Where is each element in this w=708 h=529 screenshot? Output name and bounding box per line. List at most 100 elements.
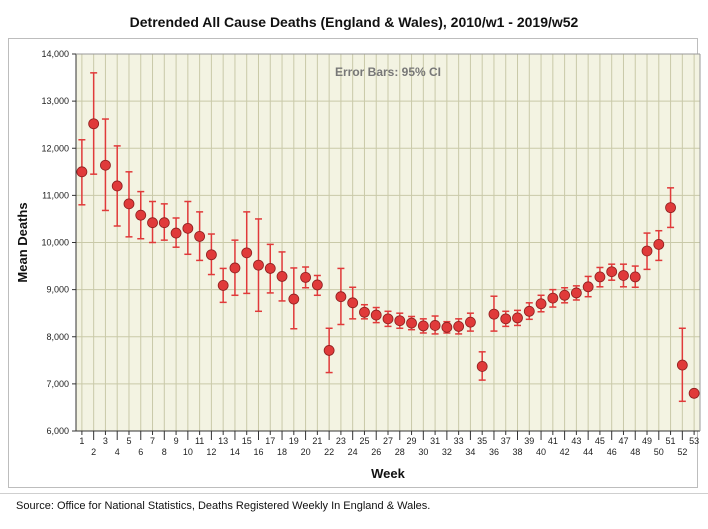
x-axis-ticks: 1234567891011121314151617181920212223242… xyxy=(79,431,699,457)
data-point xyxy=(217,279,229,291)
data-point xyxy=(523,305,535,317)
data-point xyxy=(570,287,582,299)
data-point xyxy=(512,312,523,324)
data-point xyxy=(264,263,276,274)
x-tick-label: 37 xyxy=(501,436,511,446)
data-point xyxy=(500,313,512,325)
x-tick-label: 32 xyxy=(442,447,452,457)
x-tick-label: 6 xyxy=(138,447,143,457)
data-point xyxy=(465,316,476,328)
y-tick-label: 7,000 xyxy=(46,379,69,389)
x-tick-label: 43 xyxy=(571,436,581,446)
x-tick-label: 47 xyxy=(618,436,628,446)
x-tick-label: 1 xyxy=(79,436,84,446)
data-point xyxy=(311,279,323,291)
data-points xyxy=(76,118,700,399)
data-point xyxy=(535,298,547,310)
x-tick-label: 19 xyxy=(289,436,299,446)
data-point xyxy=(641,245,653,257)
y-tick-label: 14,000 xyxy=(41,49,69,59)
x-tick-label: 27 xyxy=(383,436,393,446)
data-point xyxy=(476,361,488,372)
data-point xyxy=(182,222,194,234)
data-point xyxy=(229,262,241,274)
y-tick-label: 12,000 xyxy=(41,143,69,153)
x-axis-title: Week xyxy=(371,466,405,481)
data-point xyxy=(653,238,665,250)
error-bar-note: Error Bars: 95% CI xyxy=(335,65,441,79)
data-point xyxy=(347,297,359,309)
y-axis-ticks: 6,000 7,000 8,000 9,000 10,000 11,000 12,000 13… xyxy=(41,49,76,436)
data-point xyxy=(194,230,206,242)
x-tick-label: 13 xyxy=(218,436,228,446)
data-point xyxy=(88,118,100,130)
x-tick-label: 51 xyxy=(666,436,676,446)
data-point xyxy=(241,247,253,259)
x-tick-label: 26 xyxy=(371,447,381,457)
data-point xyxy=(453,320,465,332)
x-tick-label: 2 xyxy=(91,447,96,457)
x-tick-label: 53 xyxy=(689,436,699,446)
data-point xyxy=(158,217,170,229)
y-tick-label: 10,000 xyxy=(41,238,69,248)
x-tick-label: 8 xyxy=(162,447,167,457)
data-point xyxy=(135,209,147,221)
x-tick-label: 16 xyxy=(253,447,263,457)
x-tick-label: 28 xyxy=(395,447,405,457)
data-point xyxy=(205,249,217,261)
x-tick-label: 17 xyxy=(265,436,275,446)
data-point xyxy=(394,315,406,327)
x-tick-label: 10 xyxy=(183,447,193,457)
data-point xyxy=(335,291,347,303)
x-tick-label: 30 xyxy=(418,447,428,457)
x-tick-label: 41 xyxy=(548,436,558,446)
data-point xyxy=(253,259,264,271)
x-tick-label: 12 xyxy=(206,447,216,457)
data-point xyxy=(170,227,182,239)
x-tick-label: 7 xyxy=(150,436,155,446)
y-tick-label: 9,000 xyxy=(46,285,69,295)
x-tick-label: 46 xyxy=(607,447,617,457)
x-tick-label: 5 xyxy=(126,436,131,446)
x-tick-label: 4 xyxy=(115,447,120,457)
x-tick-label: 22 xyxy=(324,447,334,457)
data-point xyxy=(323,345,335,356)
x-tick-label: 49 xyxy=(642,436,652,446)
x-tick-label: 40 xyxy=(536,447,546,457)
x-tick-label: 44 xyxy=(583,447,593,457)
data-point xyxy=(629,271,641,283)
data-point xyxy=(676,359,688,371)
data-point xyxy=(300,271,311,283)
data-point xyxy=(100,159,111,171)
x-tick-label: 29 xyxy=(407,436,417,446)
x-tick-label: 25 xyxy=(359,436,369,446)
data-point xyxy=(76,166,88,178)
x-tick-label: 31 xyxy=(430,436,440,446)
x-tick-label: 48 xyxy=(630,447,640,457)
x-tick-label: 3 xyxy=(103,436,108,446)
x-tick-label: 14 xyxy=(230,447,240,457)
data-point xyxy=(359,306,370,318)
data-point xyxy=(547,292,559,304)
data-point xyxy=(370,309,382,321)
source-note: Source: Office for National Statistics, … xyxy=(16,500,431,512)
data-point xyxy=(123,198,135,210)
data-point xyxy=(288,293,300,305)
x-tick-label: 33 xyxy=(454,436,464,446)
x-tick-label: 21 xyxy=(312,436,322,446)
data-point xyxy=(147,217,158,229)
x-tick-label: 34 xyxy=(465,447,475,457)
y-tick-label: 13,000 xyxy=(41,96,69,106)
y-tick-label: 8,000 xyxy=(46,332,69,342)
x-tick-label: 20 xyxy=(301,447,311,457)
x-tick-label: 50 xyxy=(654,447,664,457)
x-tick-label: 38 xyxy=(513,447,523,457)
data-point xyxy=(582,281,594,293)
data-point xyxy=(488,308,500,320)
x-tick-label: 35 xyxy=(477,436,487,446)
x-tick-label: 18 xyxy=(277,447,287,457)
data-point xyxy=(276,271,288,282)
x-tick-label: 36 xyxy=(489,447,499,457)
x-tick-label: 45 xyxy=(595,436,605,446)
